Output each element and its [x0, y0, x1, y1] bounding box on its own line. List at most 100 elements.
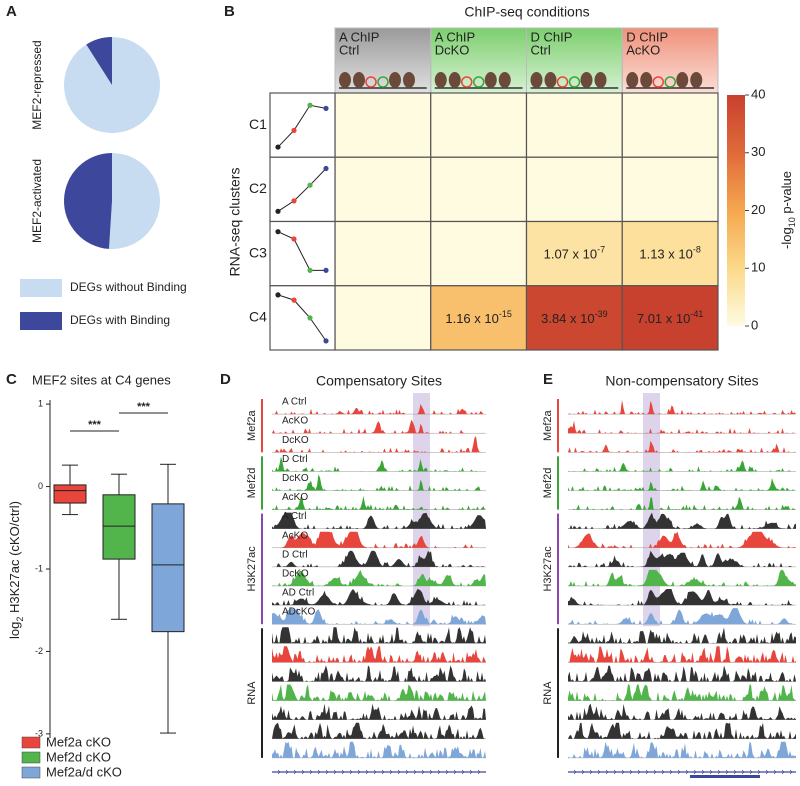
track-signal [568, 550, 796, 567]
group-label: Mef2a [542, 409, 554, 440]
column-header [430, 27, 527, 94]
gene-arrow [741, 769, 745, 775]
legend-label: Mef2a cKO [46, 734, 111, 749]
cell-label: 3.84 x 10-39 [541, 309, 608, 326]
gene-arrow [669, 769, 673, 775]
pie-slice [108, 153, 160, 250]
legend-swatch [21, 751, 41, 764]
legend-label: DEGs with Binding [70, 313, 170, 327]
gene-arrow [621, 769, 625, 775]
gene-arrow [653, 769, 657, 775]
profile-point [323, 338, 329, 344]
y-tick-label: 0 [38, 481, 43, 491]
track-signal [568, 460, 796, 472]
group-label: RNA [542, 681, 554, 705]
gene-arrow [397, 769, 401, 775]
track-label: DcKO [282, 435, 309, 446]
cell-label-exponent: -41 [690, 309, 703, 319]
colorbar-tick-label: 0 [751, 317, 758, 332]
gene-arrow [357, 769, 361, 775]
group-label: Mef2d [542, 468, 554, 499]
legend-label: Mef2d cKO [46, 749, 111, 764]
gene-arrow [381, 769, 385, 775]
cell-label-exponent: -8 [693, 245, 701, 255]
colorbar-tick-label: 20 [751, 202, 765, 217]
colorbar-title-suffix: p-value [779, 171, 794, 217]
column-header-text: DcKO [435, 42, 470, 57]
track-signal [568, 589, 796, 606]
colorbar [727, 95, 745, 326]
panel-label: B [224, 3, 235, 20]
legend-swatch [20, 312, 62, 330]
row-label: C2 [249, 180, 267, 196]
column-header-text: D ChIP [626, 29, 668, 44]
significance-label: *** [88, 419, 102, 431]
track-label: DcKO [282, 473, 309, 484]
panel-label: E [543, 371, 553, 388]
y-tick-label: -2 [35, 646, 43, 656]
gene-arrow [589, 769, 593, 775]
track-signal [272, 569, 486, 586]
nucleosome [434, 72, 447, 88]
track-signal [568, 741, 796, 758]
cell-label-mantissa: 7.01 x 10 [637, 311, 691, 326]
profile-point [291, 127, 297, 133]
gene-arrow [477, 769, 481, 775]
profile-point [323, 267, 329, 273]
track-label: D Ctrl [282, 549, 308, 560]
colorbar-title-sub: 10 [787, 217, 797, 227]
tf-icon [568, 76, 581, 88]
track-signal [272, 722, 486, 739]
track-signal [272, 608, 486, 625]
track-signal [272, 419, 486, 434]
colorbar-tick-label: 30 [751, 144, 765, 159]
gene-arrow [365, 769, 369, 775]
cell-label: 1.16 x 10-15 [445, 309, 512, 326]
box [102, 494, 136, 560]
profile-line [277, 104, 327, 148]
gene-arrow [645, 769, 649, 775]
track-label: DcKO [282, 569, 309, 580]
track-label: AcKO [282, 416, 308, 427]
nucleosome [530, 72, 543, 88]
group-label: H3K27ac [542, 546, 554, 592]
profile-point [323, 105, 329, 112]
y-tick-label: 1 [38, 398, 43, 408]
profile-point [307, 267, 313, 273]
nucleosome [448, 72, 461, 88]
track-label: A Ctrl [282, 511, 306, 522]
gene-arrow [445, 769, 449, 775]
gene-arrow [749, 769, 753, 775]
gene-arrow [597, 769, 601, 775]
track-signal [272, 627, 486, 644]
profile-point [291, 297, 297, 303]
heat-cell [621, 285, 719, 351]
gene-arrow [773, 769, 777, 775]
track-signal [272, 665, 486, 682]
track-signal [272, 703, 486, 720]
significance-label: *** [137, 401, 151, 413]
cell-label-exponent: -39 [595, 309, 608, 319]
profile-point [275, 229, 281, 235]
gene-arrow [613, 769, 617, 775]
chart-title: Non-compensatory Sites [605, 373, 758, 389]
box [151, 503, 185, 633]
heat-cell [430, 220, 528, 287]
heat-cell [525, 285, 623, 351]
group-label: Mef2a [246, 409, 258, 440]
pie-slice [63, 153, 112, 249]
track-signal [272, 741, 486, 758]
gene-arrow [733, 769, 737, 775]
track-signal [568, 722, 796, 739]
gene-arrow [285, 769, 289, 775]
pie-title: MEF2-activated [30, 159, 44, 243]
legend-swatch [20, 279, 62, 297]
heat-cell [621, 156, 719, 223]
track-signal [272, 531, 486, 548]
nucleosome [544, 72, 557, 88]
nucleosome [339, 72, 351, 88]
y-axis-title: log2 H3K27ac (cKO/ctrl) [7, 501, 25, 639]
tf-icon [473, 76, 485, 88]
gene-exon [690, 775, 760, 778]
